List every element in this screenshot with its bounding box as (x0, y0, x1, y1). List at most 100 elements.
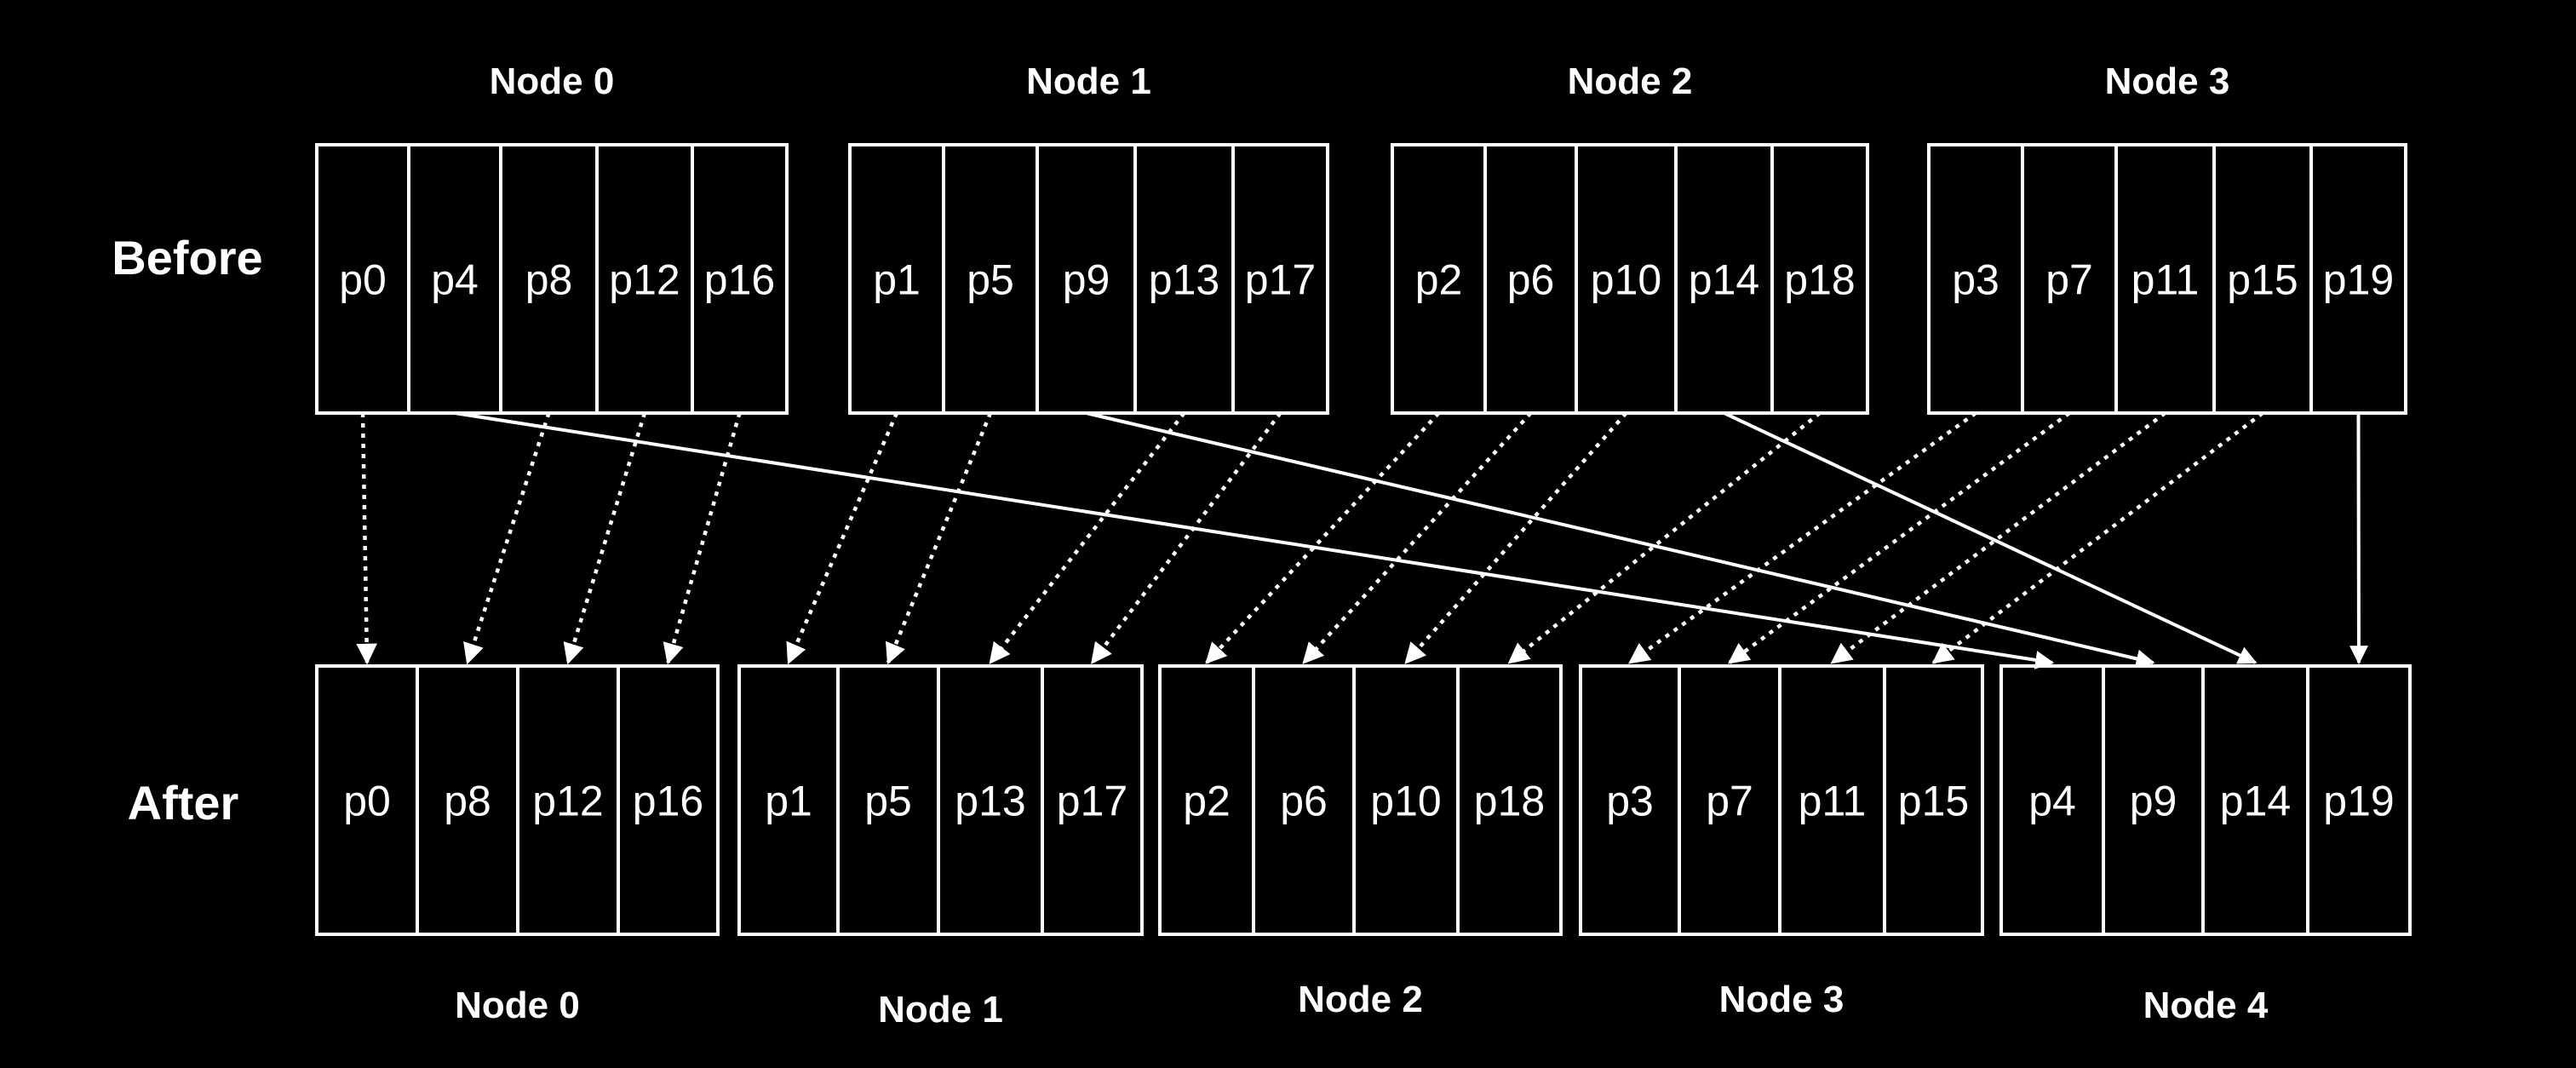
after-row: Node 0 p0 p8 p12 p16 Node 1 p1 p5 p13 p17 Node 2 p2… (315, 664, 2412, 1031)
row-label-before: Before (112, 231, 262, 284)
after-partition-label-p18: p18 (1474, 778, 1545, 825)
before-row: Node 0 p0 p4 p8 p12 p16 Node 1 p1 p5 p9 p13 p17 Node… (315, 60, 2407, 415)
after-partition-label-p0: p0 (343, 778, 391, 825)
before-partition-label-p17: p17 (1245, 256, 1316, 304)
after-partition-cell-p10: p10 (1352, 664, 1460, 936)
before-partition-cell-p8: p8 (499, 143, 599, 415)
after-partition-label-p6: p6 (1280, 778, 1328, 825)
after-node-label-3: Node 3 (1719, 979, 1845, 1020)
after-partition-cell-p9: p9 (2102, 664, 2205, 936)
move-arrow-p15 (1931, 411, 2264, 664)
move-arrow-p10 (1404, 411, 1628, 664)
before-partition-cell-p18: p18 (1770, 143, 1869, 415)
before-partition-cell-p3: p3 (1927, 143, 2024, 415)
before-node-label-1: Node 1 (1026, 60, 1151, 102)
before-partition-label-p8: p8 (525, 256, 573, 304)
move-arrow-p13 (989, 411, 1186, 664)
after-partition-box-p16 (617, 664, 720, 936)
after-partition-cell-p16: p16 (617, 664, 720, 936)
move-arrow-p0 (356, 412, 377, 665)
after-partition-label-p16: p16 (633, 778, 703, 825)
after-partition-label-p2: p2 (1183, 778, 1231, 825)
after-partition-cell-p1: p1 (737, 664, 840, 936)
before-partition-label-p10: p10 (1591, 256, 1661, 304)
move-arrow-p7 (1728, 411, 2071, 664)
after-partition-label-p14: p14 (2220, 778, 2291, 825)
after-partition-cell-p3: p3 (1579, 664, 1681, 936)
before-partition-label-p13: p13 (1149, 256, 1219, 304)
after-partition-cell-p0: p0 (315, 664, 419, 936)
before-partition-label-p6: p6 (1507, 256, 1555, 304)
before-partition-cell-p7: p7 (2021, 143, 2118, 415)
after-partition-label-p17: p17 (1057, 778, 1127, 825)
move-arrow-p17 (1090, 411, 1282, 664)
move-arrow-p16 (663, 412, 742, 665)
move-arrow-p5 (885, 412, 993, 665)
before-partition-cell-p6: p6 (1483, 143, 1578, 415)
after-partition-label-p11: p11 (1799, 778, 1867, 825)
row-label-after: After (128, 776, 239, 830)
before-partition-cell-p9: p9 (1036, 143, 1137, 415)
before-partition-label-p4: p4 (431, 256, 479, 304)
before-partition-label-p11: p11 (2131, 256, 2200, 304)
before-partition-cell-p14: p14 (1674, 143, 1774, 415)
after-partition-label-p13: p13 (955, 778, 1025, 825)
move-arrow-p19 (2349, 412, 2368, 665)
before-partition-cell-p10: p10 (1575, 143, 1678, 415)
after-partition-cell-p17: p17 (1041, 664, 1144, 936)
after-partition-label-p15: p15 (1898, 778, 1969, 825)
after-partition-cell-p12: p12 (516, 664, 620, 936)
after-partition-box-p17 (1041, 664, 1144, 936)
before-partition-label-p19: p19 (2323, 256, 2394, 304)
before-partition-cell-p11: p11 (2114, 143, 2216, 415)
after-partition-cell-p7: p7 (1678, 664, 1781, 936)
partition-moves (356, 411, 2368, 669)
move-arrow-p11 (1830, 411, 2166, 664)
after-partition-label-p8: p8 (444, 778, 491, 825)
move-arrow-p1 (786, 412, 899, 665)
before-partition-label-p5: p5 (967, 256, 1014, 304)
before-partition-label-p0: p0 (339, 256, 387, 304)
before-partition-cell-p12: p12 (595, 143, 694, 415)
after-partition-cell-p15: p15 (1883, 664, 1984, 936)
before-partition-label-p18: p18 (1784, 256, 1855, 304)
before-node-label-2: Node 2 (1568, 60, 1693, 102)
after-partition-label-p3: p3 (1606, 778, 1654, 825)
after-partition-label-p9: p9 (2130, 778, 2177, 825)
after-partition-label-p7: p7 (1706, 778, 1753, 825)
before-partition-label-p1: p1 (873, 256, 921, 304)
after-partition-cell-p14: p14 (2201, 664, 2309, 936)
after-partition-box-p18 (1456, 664, 1563, 936)
before-partition-cell-p1: p1 (848, 143, 945, 415)
before-partition-cell-p13: p13 (1133, 143, 1235, 415)
before-partition-cell-p19: p19 (2309, 143, 2407, 415)
after-partition-cell-p5: p5 (836, 664, 940, 936)
after-partition-cell-p19: p19 (2306, 664, 2412, 936)
after-node-label-4: Node 4 (2143, 985, 2269, 1026)
before-partition-label-p15: p15 (2227, 256, 2298, 304)
before-partition-label-p12: p12 (609, 256, 680, 304)
before-partition-label-p16: p16 (704, 256, 775, 304)
after-partition-label-p5: p5 (864, 778, 912, 825)
before-node-label-3: Node 3 (2105, 60, 2230, 102)
after-node-label-0: Node 0 (455, 985, 580, 1026)
after-node-label-1: Node 1 (878, 989, 1003, 1031)
before-node-label-0: Node 0 (490, 60, 615, 102)
move-arrow-p12 (563, 412, 647, 665)
after-partition-cell-p11: p11 (1778, 664, 1886, 936)
after-partition-label-p10: p10 (1370, 778, 1441, 825)
after-partition-label-p19: p19 (2323, 778, 2394, 825)
after-partition-cell-p4: p4 (1999, 664, 2105, 936)
after-partition-cell-p2: p2 (1158, 664, 1255, 936)
before-partition-cell-p5: p5 (942, 143, 1039, 415)
before-partition-cell-p16: p16 (691, 143, 789, 415)
before-partition-label-p14: p14 (1689, 256, 1759, 304)
after-partition-label-p4: p4 (2028, 778, 2076, 825)
after-partition-label-p12: p12 (532, 778, 603, 825)
move-arrow-p18 (1507, 411, 1822, 664)
before-partition-label-p9: p9 (1063, 256, 1110, 304)
after-partition-cell-p13: p13 (937, 664, 1044, 936)
after-partition-box-p15 (1883, 664, 1984, 936)
before-partition-cell-p0: p0 (315, 143, 410, 415)
